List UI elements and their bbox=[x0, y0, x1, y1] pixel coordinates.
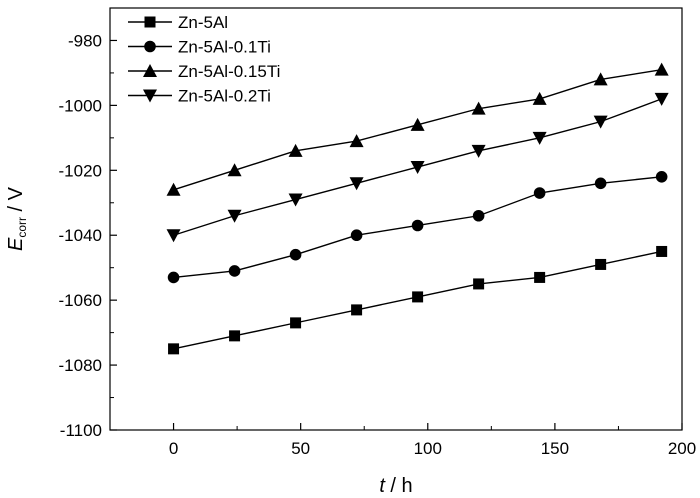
series-layer bbox=[166, 62, 669, 355]
data-point bbox=[168, 343, 180, 355]
legend-item: Zn-5Al-0.2Ti bbox=[128, 87, 271, 106]
legend-marker bbox=[144, 16, 156, 28]
data-point bbox=[228, 265, 241, 277]
data-point bbox=[410, 161, 425, 175]
data-point bbox=[593, 115, 608, 129]
legend-label: Zn-5Al-0.1Ti bbox=[178, 38, 271, 57]
legend-item: Zn-5Al-0.15Ti bbox=[128, 62, 280, 81]
x-axis-unit: / h bbox=[385, 475, 413, 497]
data-point bbox=[411, 219, 424, 232]
data-point bbox=[656, 245, 668, 257]
data-point bbox=[534, 271, 546, 283]
x-tick-label: 100 bbox=[414, 439, 442, 458]
data-point bbox=[654, 92, 669, 106]
data-point bbox=[595, 258, 607, 270]
y-axis-variable: E bbox=[5, 237, 27, 251]
legend-label: Zn-5Al-0.2Ti bbox=[178, 87, 271, 106]
data-point bbox=[473, 278, 485, 290]
series-triangle-down bbox=[166, 92, 669, 243]
data-point bbox=[351, 304, 363, 316]
series-triangle-up bbox=[166, 62, 669, 196]
legend-marker bbox=[143, 89, 157, 103]
data-point bbox=[532, 91, 547, 105]
x-tick-label: 150 bbox=[541, 439, 569, 458]
y-tick-label: -1060 bbox=[59, 291, 102, 310]
legend-item: Zn-5Al-0.1Ti bbox=[128, 38, 271, 57]
data-point bbox=[166, 229, 181, 243]
x-tick-label: 50 bbox=[291, 439, 310, 458]
x-axis-variable: t bbox=[379, 475, 386, 497]
series-square bbox=[168, 245, 668, 355]
y-tick-label: -1100 bbox=[60, 421, 102, 440]
data-point bbox=[410, 117, 425, 131]
data-point bbox=[288, 143, 303, 157]
data-point bbox=[349, 177, 364, 191]
y-tick-label: -1040 bbox=[59, 226, 102, 245]
y-tick-label: -1080 bbox=[59, 356, 102, 375]
y-axis-subscript: corr bbox=[15, 217, 29, 238]
data-point bbox=[166, 182, 181, 196]
legend-item: Zn-5Al bbox=[128, 13, 228, 32]
data-point bbox=[349, 134, 364, 148]
data-point bbox=[532, 131, 547, 145]
y-axis-ticks: -980 -1000 -1020 -1040 -1060 -1080 -1100 bbox=[59, 7, 117, 440]
x-axis-title: t / h bbox=[379, 475, 412, 497]
y-tick-label: -1000 bbox=[59, 96, 102, 115]
data-point bbox=[471, 144, 486, 158]
data-point bbox=[412, 291, 424, 303]
legend-marker bbox=[144, 40, 156, 53]
data-point bbox=[288, 193, 303, 207]
data-point bbox=[289, 248, 302, 261]
plot-frame bbox=[109, 7, 683, 431]
data-point bbox=[167, 271, 180, 284]
y-axis-title: Ecorr / V bbox=[5, 186, 29, 251]
y-axis-unit: / V bbox=[5, 186, 27, 217]
data-point bbox=[594, 177, 607, 190]
data-point bbox=[655, 171, 668, 183]
legend: Zn-5Al Zn-5Al-0.1Ti Zn-5Al-0.15Ti Zn-5Al-0.… bbox=[128, 13, 280, 106]
x-tick-label: 0 bbox=[169, 439, 178, 458]
x-axis-ticks: 0 50 100 150 200 bbox=[109, 423, 696, 458]
data-point bbox=[227, 163, 242, 177]
data-point bbox=[229, 330, 241, 342]
legend-label: Zn-5Al-0.15Ti bbox=[178, 62, 280, 81]
data-point bbox=[350, 229, 363, 242]
data-point bbox=[471, 101, 486, 115]
series-circle bbox=[167, 171, 668, 284]
y-tick-label: -980 bbox=[68, 31, 102, 50]
data-point bbox=[593, 72, 608, 86]
data-point bbox=[654, 62, 669, 76]
data-point bbox=[533, 187, 546, 199]
x-tick-label: 200 bbox=[668, 439, 696, 458]
data-point bbox=[290, 317, 302, 329]
data-point bbox=[227, 209, 242, 223]
legend-marker bbox=[143, 64, 157, 77]
legend-label: Zn-5Al bbox=[178, 13, 228, 32]
data-point bbox=[472, 209, 485, 222]
y-tick-label: -1020 bbox=[59, 161, 102, 180]
